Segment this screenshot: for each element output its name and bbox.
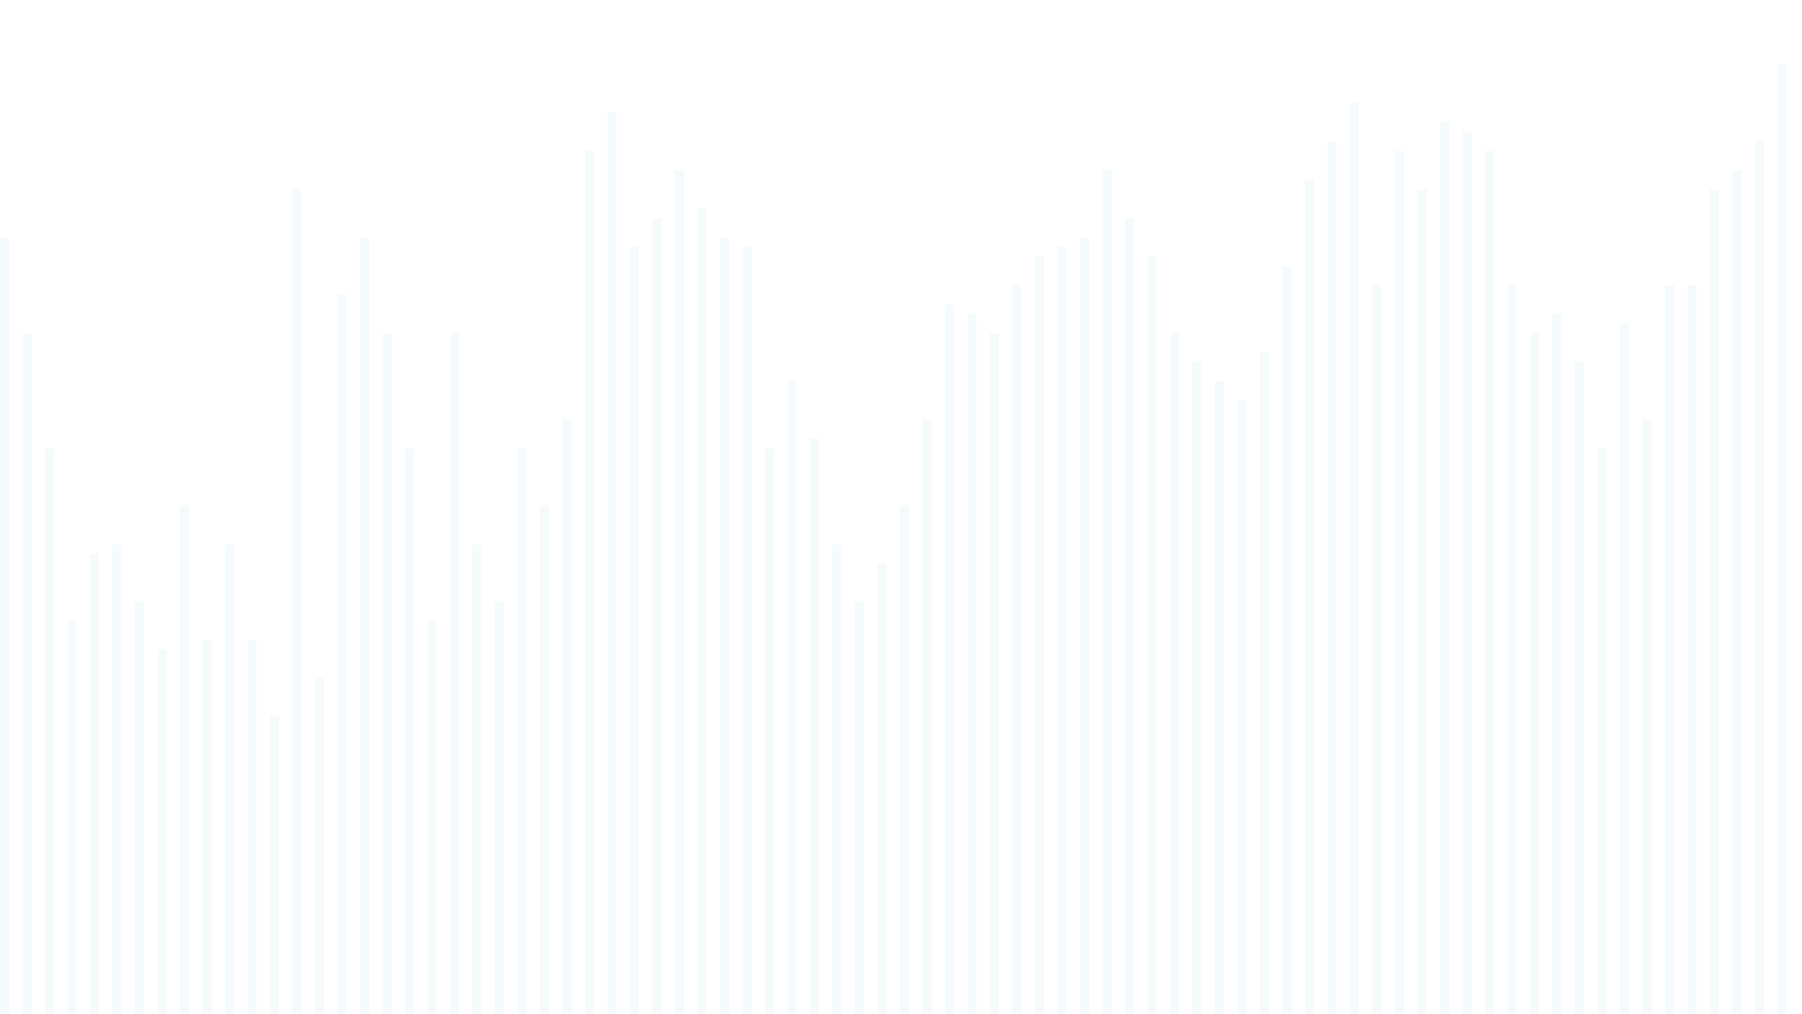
bar-1 — [22, 333, 32, 1014]
bar-58 — [1305, 179, 1314, 1014]
bar-64 — [1440, 122, 1449, 1014]
bar-9 — [202, 639, 212, 1014]
bar-75 — [1687, 285, 1697, 1014]
bar-3 — [67, 620, 77, 1014]
bar-54 — [1215, 381, 1224, 1014]
bar-4 — [90, 553, 99, 1014]
bar-37 — [832, 544, 842, 1014]
bar-20 — [450, 333, 459, 1014]
bar-50 — [1125, 218, 1134, 1014]
bar-24 — [540, 505, 549, 1014]
bar-21 — [472, 544, 482, 1014]
bar-42 — [945, 304, 954, 1014]
bar-14 — [315, 678, 324, 1014]
bars-group — [0, 64, 1787, 1014]
bar-49 — [1102, 170, 1112, 1014]
bar-74 — [1665, 285, 1674, 1014]
bar-39 — [877, 563, 887, 1014]
bar-38 — [855, 601, 864, 1014]
bar-13 — [292, 189, 302, 1014]
bar-65 — [1462, 131, 1472, 1014]
bar-15 — [337, 294, 347, 1014]
bar-68 — [1530, 333, 1539, 1014]
bar-52 — [1170, 333, 1179, 1014]
bar-26 — [585, 150, 594, 1014]
bar-11 — [247, 639, 257, 1014]
bar-61 — [1372, 285, 1382, 1014]
bar-71 — [1597, 448, 1607, 1014]
bar-77 — [1732, 170, 1742, 1014]
bar-5 — [112, 544, 122, 1014]
bar-30 — [675, 170, 684, 1014]
bar-72 — [1620, 323, 1629, 1014]
bar-69 — [1552, 313, 1562, 1014]
bar-25 — [562, 419, 572, 1014]
bar-60 — [1350, 102, 1359, 1014]
bar-6 — [135, 601, 144, 1014]
bar-46 — [1035, 256, 1044, 1014]
bar-47 — [1057, 246, 1067, 1014]
bar-2 — [45, 448, 54, 1014]
bar-51 — [1147, 256, 1157, 1014]
bar-0 — [0, 237, 9, 1014]
bar-62 — [1395, 150, 1404, 1014]
bar-55 — [1237, 400, 1247, 1014]
bar-76 — [1710, 189, 1719, 1014]
bar-44 — [990, 333, 999, 1014]
bar-57 — [1282, 265, 1292, 1014]
bar-27 — [607, 112, 617, 1014]
bar-66 — [1485, 150, 1494, 1014]
bar-70 — [1575, 361, 1584, 1014]
bar-63 — [1417, 189, 1427, 1014]
bar-16 — [360, 237, 369, 1014]
bar-10 — [225, 544, 234, 1014]
bar-36 — [810, 438, 819, 1014]
bar-7 — [157, 649, 167, 1014]
bar-40 — [900, 505, 909, 1014]
bar-43 — [967, 313, 977, 1014]
bar-73 — [1642, 419, 1652, 1014]
bar-78 — [1755, 141, 1764, 1014]
bar-29 — [652, 218, 662, 1014]
bar-31 — [697, 208, 707, 1014]
bar-56 — [1260, 352, 1269, 1014]
bar-32 — [720, 237, 729, 1014]
bar-28 — [630, 246, 639, 1014]
bar-59 — [1327, 141, 1337, 1014]
bar-41 — [922, 419, 932, 1014]
bar-18 — [405, 448, 414, 1014]
bar-53 — [1192, 361, 1202, 1014]
bar-33 — [742, 246, 752, 1014]
bar-12 — [270, 716, 279, 1014]
bar-45 — [1012, 285, 1022, 1014]
bar-48 — [1080, 237, 1089, 1014]
bar-35 — [787, 381, 797, 1014]
bar-17 — [382, 333, 392, 1014]
bar-34 — [765, 448, 774, 1014]
bar-67 — [1507, 285, 1517, 1014]
bar-79 — [1777, 64, 1787, 1014]
bar-23 — [517, 448, 527, 1014]
bar-8 — [180, 505, 189, 1014]
bar-19 — [427, 620, 437, 1014]
bar-22 — [495, 601, 504, 1014]
